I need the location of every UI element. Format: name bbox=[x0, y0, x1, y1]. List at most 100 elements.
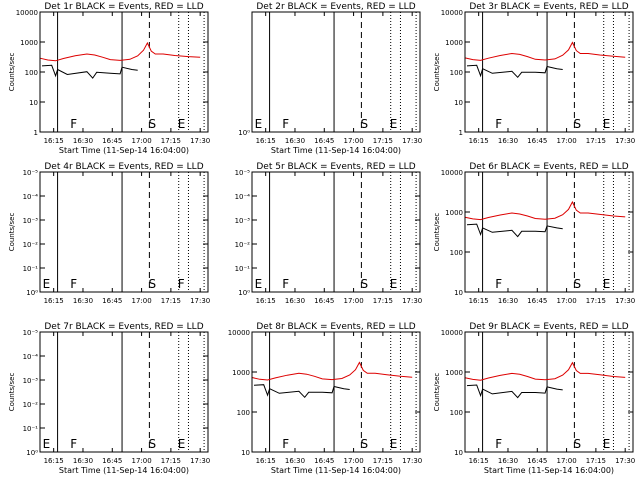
x-tick-label: 17:00 bbox=[556, 297, 576, 305]
x-tick-label: 17:30 bbox=[402, 137, 422, 145]
x-tick-label: 17:15 bbox=[373, 457, 393, 465]
x-axis-label: Start Time (11-Sep-14 16:04:00) bbox=[271, 146, 401, 155]
y-axis-label: Counts/sec bbox=[8, 213, 16, 252]
event-marker: F bbox=[70, 277, 77, 291]
y-tick-label: 10⁻¹ bbox=[23, 425, 39, 433]
x-tick-label: 16:30 bbox=[73, 297, 93, 305]
y-tick-label: 10000 bbox=[441, 329, 463, 337]
x-tick-label: 16:45 bbox=[102, 137, 122, 145]
y-tick-label: 1000 bbox=[445, 39, 463, 47]
event-marker: E bbox=[43, 277, 51, 291]
event-marker: S bbox=[573, 277, 581, 291]
panel-title: Det 5r BLACK = Events, RED = LLD bbox=[256, 162, 415, 172]
y-tick-label: 10⁰ bbox=[26, 449, 38, 457]
panel-det-5: Det 5r BLACK = Events, RED = LLD E F S E 10⁰ 1… bbox=[235, 162, 423, 305]
event-marker: F bbox=[495, 277, 502, 291]
y-tick-label: 10000 bbox=[441, 9, 463, 17]
x-tick-label: 17:00 bbox=[343, 297, 363, 305]
plot-frame bbox=[464, 171, 634, 293]
series-line-red bbox=[464, 41, 626, 61]
panel-det-7: Det 7r BLACK = Events, RED = LLD E F S E 10⁰ 1… bbox=[8, 322, 210, 475]
event-marker: F bbox=[178, 277, 185, 291]
x-tick-label: 17:30 bbox=[615, 137, 635, 145]
x-tick-label: 16:30 bbox=[498, 137, 518, 145]
event-marker: F bbox=[70, 117, 77, 131]
y-tick-label: 100 bbox=[25, 69, 38, 77]
event-marker: E bbox=[43, 437, 51, 451]
plot-frame bbox=[39, 11, 209, 133]
y-tick-label: 10 bbox=[454, 99, 463, 107]
plot-frame bbox=[464, 331, 634, 453]
x-tick-label: 16:15 bbox=[469, 297, 489, 305]
x-tick-label: 16:30 bbox=[498, 457, 518, 465]
x-tick-label: 16:45 bbox=[102, 457, 122, 465]
x-tick-label: 16:15 bbox=[256, 137, 276, 145]
y-tick-label: 100 bbox=[450, 69, 463, 77]
x-tick-label: 17:30 bbox=[402, 297, 422, 305]
panel-det-6: Det 6r BLACK = Events, RED = LLD F S E 10 100… bbox=[433, 162, 635, 305]
x-tick-label: 16:15 bbox=[256, 457, 276, 465]
series-line-black bbox=[253, 384, 350, 399]
series-line-black bbox=[466, 64, 563, 79]
x-tick-label: 17:15 bbox=[373, 137, 393, 145]
event-marker: S bbox=[360, 117, 368, 131]
event-marker: E bbox=[178, 437, 186, 451]
x-tick-label: 17:00 bbox=[556, 457, 576, 465]
y-tick-label: 1 bbox=[34, 129, 38, 137]
x-tick-label: 16:45 bbox=[102, 297, 122, 305]
y-axis-label: Counts/sec bbox=[433, 53, 441, 92]
x-tick-label: 16:45 bbox=[527, 457, 547, 465]
x-tick-label: 17:15 bbox=[161, 297, 181, 305]
series-line-red bbox=[251, 361, 413, 381]
y-tick-label: 10⁻³ bbox=[23, 377, 39, 385]
x-axis-label: Start Time (11-Sep-14 16:04:00) bbox=[484, 466, 614, 475]
y-tick-label: 10000 bbox=[16, 9, 38, 17]
panel-det-8: Det 8r BLACK = Events, RED = LLD F S E 10 100… bbox=[228, 322, 423, 475]
y-tick-label: 10⁰ bbox=[238, 289, 250, 297]
x-tick-label: 17:00 bbox=[131, 457, 151, 465]
y-tick-label: 10 bbox=[454, 449, 463, 457]
series-line-black bbox=[466, 384, 563, 399]
y-tick-label: 1000 bbox=[232, 369, 250, 377]
x-tick-label: 17:15 bbox=[373, 297, 393, 305]
panel-title: Det 1r BLACK = Events, RED = LLD bbox=[44, 2, 203, 12]
event-marker: S bbox=[573, 117, 581, 131]
event-marker: E bbox=[390, 277, 398, 291]
event-marker: S bbox=[360, 437, 368, 451]
series-line-red bbox=[39, 41, 201, 62]
y-tick-label: 10⁻² bbox=[23, 401, 39, 409]
x-tick-label: 16:30 bbox=[285, 457, 305, 465]
x-tick-label: 17:30 bbox=[190, 457, 210, 465]
event-marker: E bbox=[603, 117, 611, 131]
y-axis-label: Counts/sec bbox=[433, 213, 441, 252]
x-tick-label: 16:15 bbox=[44, 457, 64, 465]
x-tick-label: 16:30 bbox=[73, 457, 93, 465]
event-marker: E bbox=[390, 437, 398, 451]
x-tick-label: 17:00 bbox=[556, 137, 576, 145]
x-tick-label: 16:15 bbox=[44, 137, 64, 145]
x-tick-label: 17:30 bbox=[190, 297, 210, 305]
panel-det-3: Det 3r BLACK = Events, RED = LLD F S E 1 10 10… bbox=[433, 2, 635, 145]
event-marker: S bbox=[148, 117, 156, 131]
x-axis-label: Start Time (11-Sep-14 16:04:00) bbox=[59, 466, 189, 475]
panel-title: Det 9r BLACK = Events, RED = LLD bbox=[469, 322, 628, 332]
panel-title: Det 4r BLACK = Events, RED = LLD bbox=[44, 162, 203, 172]
x-tick-label: 17:15 bbox=[161, 457, 181, 465]
y-tick-label: 100 bbox=[450, 249, 463, 257]
panel-det-2: Det 2r BLACK = Events, RED = LLD E F S E 10⁰ 1… bbox=[238, 2, 422, 155]
plot-frame bbox=[39, 171, 209, 293]
y-tick-label: 10⁻³ bbox=[23, 217, 39, 225]
x-tick-label: 16:15 bbox=[256, 297, 276, 305]
y-tick-label: 10⁻⁴ bbox=[23, 193, 39, 201]
y-tick-label: 10⁻⁵ bbox=[235, 169, 251, 177]
panel-det-9: Det 9r BLACK = Events, RED = LLD F S E 10 100… bbox=[433, 322, 635, 475]
y-tick-label: 10⁻² bbox=[235, 241, 251, 249]
event-marker: E bbox=[255, 117, 263, 131]
x-tick-label: 16:30 bbox=[285, 297, 305, 305]
plot-frame bbox=[251, 331, 421, 453]
y-tick-label: 10⁻³ bbox=[235, 217, 251, 225]
y-tick-label: 10⁻² bbox=[23, 241, 39, 249]
event-marker: E bbox=[603, 277, 611, 291]
x-tick-label: 17:00 bbox=[343, 137, 363, 145]
